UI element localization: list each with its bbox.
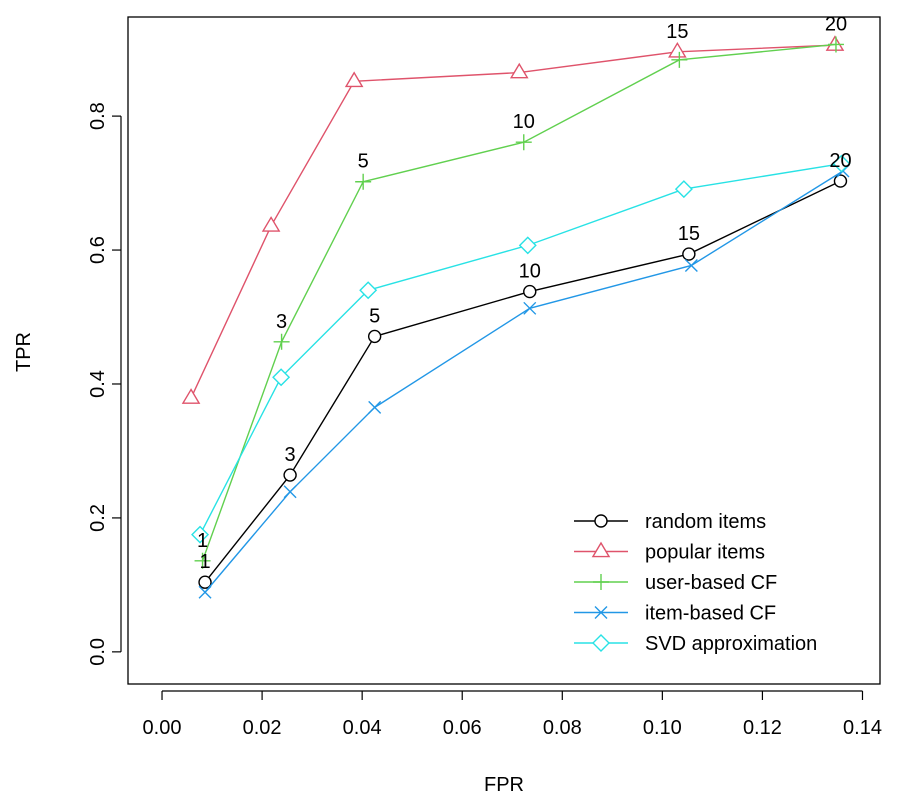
point-label: 1: [199, 551, 210, 573]
point-label: 5: [358, 151, 369, 173]
data-point: [198, 585, 212, 599]
point-labels: 1 3 5 10 15 20 1 3 5 10 15 20: [197, 13, 852, 573]
legend-label: item-based CF: [645, 603, 776, 625]
x-axis: 0.00 0.02 0.04 0.06 0.08 0.10 0.12 0.14: [143, 690, 882, 739]
point-label: 10: [519, 261, 541, 283]
data-point: [367, 329, 382, 344]
data-point: [194, 552, 211, 569]
y-axis-title: TPR: [13, 332, 35, 372]
x-tick-label: 0.04: [343, 717, 382, 739]
data-point: [684, 258, 698, 272]
data-point: [344, 71, 364, 88]
data-point: [368, 400, 382, 414]
legend-item: popular items: [574, 542, 765, 564]
x-tick-label: 0.06: [443, 717, 482, 739]
legend-item: item-based CF: [574, 603, 776, 625]
point-label: 10: [513, 111, 535, 133]
x-tick-label: 0.14: [843, 717, 882, 739]
series-layer: [181, 35, 851, 599]
data-point: [523, 301, 537, 315]
data-point: [523, 284, 537, 299]
plot-frame: [127, 16, 881, 685]
legend-item: random items: [574, 511, 766, 533]
legend-marker: [591, 541, 611, 558]
y-axis: 0.0 0.2 0.4 0.6 0.8: [87, 102, 122, 666]
data-point: [283, 485, 297, 499]
data-point: [515, 134, 532, 151]
point-label: 15: [666, 21, 688, 43]
legend-box: [565, 500, 875, 675]
legend-label: random items: [645, 511, 766, 533]
legend: random items popular items user-based CF it…: [565, 500, 875, 675]
x-tick-label: 0.00: [143, 717, 182, 739]
x-tick-label: 0.08: [543, 717, 582, 739]
data-point: [181, 388, 201, 404]
data-point: [272, 368, 291, 387]
data-point: [261, 216, 281, 232]
data-point: [674, 180, 693, 199]
legend-marker: [592, 634, 610, 652]
series-line: [201, 43, 837, 562]
legend-label: user-based CF: [645, 572, 777, 594]
series-svd-approximation: [191, 154, 851, 544]
legend-item: user-based CF: [574, 572, 777, 594]
x-tick-label: 0.12: [743, 717, 782, 739]
series-user-based-cf: [194, 36, 844, 569]
series-random-items: [198, 174, 848, 589]
y-tick-label: 0.2: [87, 504, 109, 532]
point-label: 3: [285, 444, 296, 466]
series-line: [190, 44, 835, 399]
x-tick-label: 0.10: [643, 717, 682, 739]
series-line: [204, 180, 841, 583]
legend-label: popular items: [645, 542, 765, 564]
series-line: [199, 162, 842, 535]
data-point: [518, 236, 537, 255]
legend-item: SVD approximation: [574, 633, 817, 655]
legend-marker: [593, 574, 609, 590]
point-label: 15: [678, 223, 700, 245]
point-label: 20: [825, 13, 847, 35]
legend-marker: [594, 606, 608, 619]
legend-label: SVD approximation: [645, 633, 817, 655]
data-point: [355, 173, 372, 190]
data-point: [359, 281, 378, 300]
data-point: [191, 525, 210, 544]
point-label: 5: [369, 305, 380, 327]
data-point: [198, 575, 212, 589]
series-line: [204, 170, 844, 593]
data-point: [825, 35, 845, 51]
data-point: [827, 36, 844, 53]
data-point: [682, 247, 696, 261]
y-tick-label: 0.8: [87, 102, 109, 130]
data-point: [833, 174, 848, 188]
data-point: [509, 62, 529, 79]
data-point: [273, 333, 290, 350]
data-point: [671, 51, 688, 68]
data-point: [283, 468, 297, 482]
point-label: 3: [276, 311, 287, 333]
legend-marker: [594, 514, 608, 528]
y-tick-label: 0.6: [87, 236, 109, 264]
y-tick-label: 0.0: [87, 638, 109, 666]
x-tick-label: 0.02: [243, 717, 282, 739]
point-label: 20: [829, 150, 851, 172]
point-label: 1: [197, 530, 208, 552]
data-point: [832, 154, 851, 173]
data-point: [668, 41, 687, 58]
y-tick-label: 0.4: [87, 370, 109, 398]
x-axis-title: FPR: [484, 774, 524, 796]
series-popular-items: [181, 35, 845, 404]
